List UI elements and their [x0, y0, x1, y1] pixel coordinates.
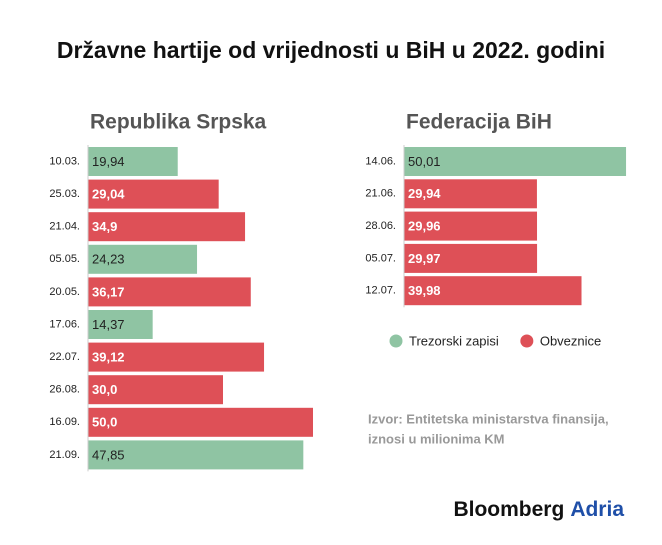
bar: [88, 212, 246, 242]
brand: Bloomberg Adria: [453, 498, 624, 521]
chart-title: Državne hartije od vrijednosti u BiH u 2…: [57, 37, 605, 63]
subplot-title: Republika Srpska: [90, 111, 267, 134]
value-label: 50,0: [92, 415, 117, 430]
bar: [88, 407, 313, 437]
value-label: 14,37: [92, 317, 125, 332]
value-label: 29,96: [408, 219, 441, 234]
bar: [88, 375, 223, 405]
bar: [88, 440, 304, 470]
value-label: 29,04: [92, 187, 125, 202]
bar: [88, 342, 265, 372]
bar: [88, 310, 153, 339]
y-tick-label: 17.06.: [49, 318, 80, 330]
y-tick-label: 25.03.: [49, 188, 80, 200]
legend-marker: [389, 334, 403, 348]
y-tick-label: 12.07.: [365, 285, 396, 297]
value-label: 19,94: [92, 154, 125, 169]
bar: [404, 211, 538, 241]
subplot-title: Federacija BiH: [406, 111, 552, 134]
y-tick-label: 21.09.: [49, 449, 80, 461]
source: iznosi u milionima KM: [368, 431, 505, 446]
y-tick-label: 21.06.: [365, 188, 396, 200]
bar: [404, 179, 537, 209]
value-label: 47,85: [92, 447, 125, 462]
bar: [404, 276, 582, 306]
y-tick-label: 05.05.: [49, 253, 80, 265]
y-tick-label: 20.05.: [49, 286, 80, 298]
bar: [404, 243, 538, 273]
value-label: 24,23: [92, 252, 125, 267]
source: Izvor: Entitetska ministarstva finansija…: [368, 411, 609, 426]
value-label: 36,17: [92, 284, 125, 299]
value-label: 34,9: [92, 219, 117, 234]
y-tick-label: 16.09.: [49, 416, 80, 428]
y-tick-label: 26.08.: [49, 384, 80, 396]
value-label: 39,98: [408, 283, 441, 298]
brand-part: Adria: [570, 498, 624, 521]
value-label: 50,01: [408, 154, 441, 169]
value-label: 29,97: [408, 251, 441, 266]
value-label: 30,0: [92, 382, 117, 397]
y-tick-label: 10.03.: [49, 155, 80, 167]
y-tick-label: 28.06.: [365, 220, 396, 232]
legend-label: Obveznice: [540, 333, 601, 348]
bar: [88, 179, 219, 209]
bar: [88, 277, 251, 307]
bar: [88, 244, 198, 274]
y-tick-label: 22.07.: [49, 351, 80, 363]
bar: [404, 147, 627, 176]
value-label: 29,94: [408, 186, 441, 201]
brand-part: Bloomberg: [453, 498, 564, 521]
value-label: 39,12: [92, 350, 125, 365]
bar: [88, 147, 178, 176]
y-tick-label: 21.04.: [49, 221, 80, 233]
y-tick-label: 14.06.: [365, 155, 396, 167]
legend-label: Trezorski zapisi: [409, 333, 499, 348]
y-tick-label: 05.07.: [365, 252, 396, 264]
legend-marker: [520, 334, 534, 348]
